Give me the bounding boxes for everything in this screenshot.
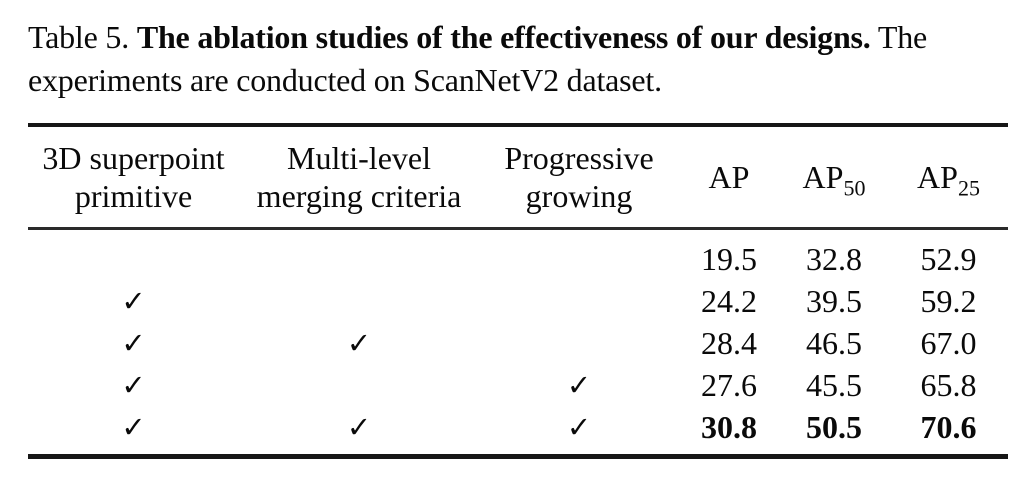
column-header-superpoint: 3D superpoint primitive bbox=[28, 125, 239, 230]
header-subscript: 25 bbox=[957, 175, 980, 201]
metric-value: 30.8 bbox=[701, 408, 757, 445]
header-line: primitive bbox=[74, 178, 193, 214]
metric-value: 19.5 bbox=[701, 240, 757, 277]
column-header-ap50: AP50 bbox=[779, 125, 889, 230]
table-row: ✓ ✓ 27.6 45.5 65.8 bbox=[28, 364, 1008, 406]
checkmark-icon: ✓ bbox=[566, 410, 592, 444]
empty-cell bbox=[479, 322, 679, 364]
paper-page: Table 5. The ablation studies of the eff… bbox=[28, 16, 1018, 459]
metric-value: 24.2 bbox=[701, 282, 757, 319]
column-header-merging: Multi-level merging criteria bbox=[239, 125, 479, 230]
ablation-table: 3D superpoint primitive Multi-level merg… bbox=[28, 123, 1008, 459]
checkmark-icon: ✓ bbox=[121, 284, 146, 318]
table-row: ✓ 24.2 39.5 59.2 bbox=[28, 280, 1008, 322]
empty-cell bbox=[28, 229, 239, 281]
metric-value: 39.5 bbox=[806, 282, 862, 319]
checkmark-icon: ✓ bbox=[346, 326, 372, 360]
header-line: AP bbox=[708, 159, 750, 195]
checkmark-icon: ✓ bbox=[121, 368, 146, 402]
header-line: 3D superpoint bbox=[42, 140, 225, 176]
header-line: Progressive bbox=[504, 140, 654, 176]
column-header-growing: Progressive growing bbox=[479, 125, 679, 230]
empty-cell bbox=[479, 280, 679, 322]
header-line: AP bbox=[917, 159, 958, 195]
table-row: ✓ ✓ 28.4 46.5 67.0 bbox=[28, 322, 1008, 364]
checkmark-icon: ✓ bbox=[566, 368, 592, 402]
column-header-ap25: AP25 bbox=[889, 125, 1008, 230]
table-row: ✓ ✓ ✓ 30.8 50.5 70.6 bbox=[28, 406, 1008, 457]
metric-value: 65.8 bbox=[920, 366, 977, 403]
metric-value: 45.5 bbox=[806, 366, 862, 403]
empty-cell bbox=[479, 229, 679, 281]
header-line: growing bbox=[525, 178, 633, 214]
table-body: 19.5 32.8 52.9 ✓ 24.2 39.5 59.2 ✓ ✓ 28.4 46.5 67.0 ✓… bbox=[28, 229, 1008, 457]
header-line: merging criteria bbox=[256, 178, 462, 214]
column-header-ap: AP bbox=[679, 125, 779, 230]
empty-cell bbox=[239, 364, 479, 406]
header-line: Multi-level bbox=[287, 140, 431, 176]
empty-cell bbox=[239, 229, 479, 281]
table-row: 19.5 32.8 52.9 bbox=[28, 229, 1008, 281]
metric-value: 50.5 bbox=[806, 408, 862, 445]
metric-value: 32.8 bbox=[806, 240, 862, 277]
metric-value: 27.6 bbox=[701, 366, 757, 403]
metric-value: 67.0 bbox=[920, 324, 977, 361]
checkmark-icon: ✓ bbox=[346, 410, 372, 444]
table-caption: Table 5. The ablation studies of the eff… bbox=[28, 16, 1018, 102]
table-header-row: 3D superpoint primitive Multi-level merg… bbox=[28, 125, 1008, 230]
metric-value: 70.6 bbox=[920, 408, 977, 445]
metric-value: 28.4 bbox=[701, 324, 757, 361]
checkmark-icon: ✓ bbox=[121, 326, 146, 360]
table-caption-line2: The experiments are conducted on ScanNet… bbox=[28, 19, 927, 98]
empty-cell bbox=[239, 280, 479, 322]
header-subscript: 50 bbox=[843, 175, 866, 201]
table-caption-label: Table 5. bbox=[28, 19, 137, 55]
metric-value: 46.5 bbox=[806, 324, 862, 361]
metric-value: 59.2 bbox=[920, 282, 977, 319]
table-caption-title: The ablation studies of the effectivenes… bbox=[136, 19, 871, 55]
header-line: AP bbox=[802, 159, 844, 195]
metric-value: 52.9 bbox=[920, 240, 977, 277]
table-header: 3D superpoint primitive Multi-level merg… bbox=[28, 125, 1008, 230]
checkmark-icon: ✓ bbox=[121, 410, 146, 444]
